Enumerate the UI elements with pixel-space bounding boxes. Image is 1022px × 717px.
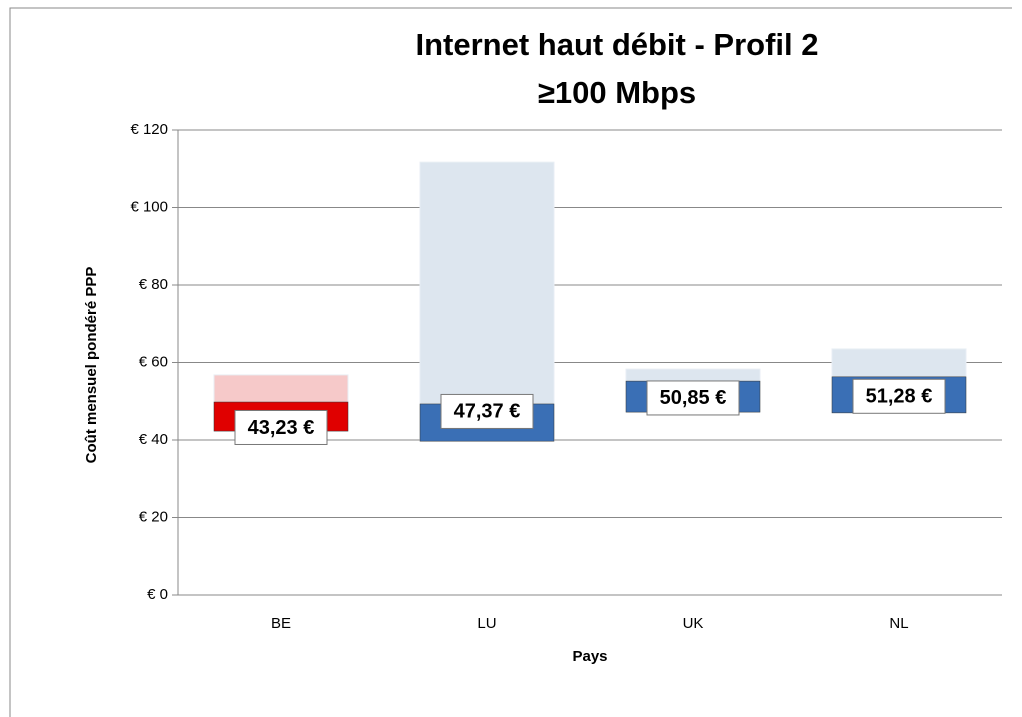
value-label: 43,23 € (248, 417, 315, 439)
x-tick-label: NL (889, 615, 908, 632)
y-tick-label: € 40 (139, 431, 168, 448)
chart-frame (9, 7, 1012, 717)
chart-subtitle: ≥100 Mbps (538, 75, 696, 110)
x-tick-label: BE (271, 615, 291, 632)
y-tick-label: € 120 (130, 121, 168, 138)
y-tick-label: € 80 (139, 276, 168, 293)
y-tick-label: € 20 (139, 508, 168, 525)
y-axis-title: Coût mensuel pondéré PPP (83, 267, 100, 464)
value-label: 51,28 € (866, 386, 933, 408)
value-label: 50,85 € (660, 387, 727, 409)
x-tick-label: LU (477, 615, 496, 632)
y-tick-label: € 0 (147, 586, 168, 603)
x-axis-title: Pays (572, 648, 607, 665)
value-label: 47,37 € (454, 401, 521, 423)
value-label-box (234, 409, 328, 445)
value-label-box (852, 378, 946, 414)
chart-title: Internet haut débit - Profil 2 (415, 27, 818, 62)
y-tick-label: € 100 (130, 198, 168, 215)
value-label-box (646, 380, 740, 416)
x-tick-label: UK (683, 615, 704, 632)
value-label-box (440, 393, 534, 429)
y-tick-label: € 60 (139, 353, 168, 370)
